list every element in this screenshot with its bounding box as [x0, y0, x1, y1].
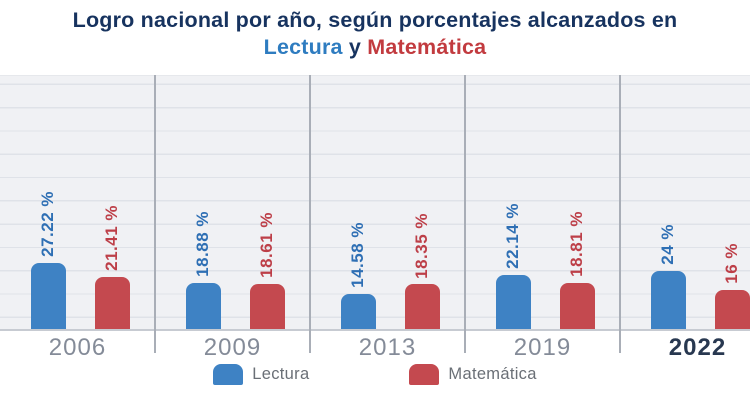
bar-matematica-2022: 16 % [714, 243, 750, 329]
year-group-2019: 22.14 % 18.81 % [465, 76, 620, 329]
x-axis-label-2013: 2013 [358, 334, 417, 361]
bar-value-label: 18.61 % [257, 211, 276, 278]
category-separator [309, 75, 311, 353]
bar-lectura-2019: 22.14 % [495, 203, 531, 329]
legend-label: Lectura [252, 365, 310, 383]
bar-lectura-2022: 24 % [650, 224, 686, 329]
bar-matematica-2013: 18.35 % [404, 213, 440, 329]
category-separator [154, 75, 156, 353]
year-group-2006: 27.22 % 21.41 % [0, 76, 155, 329]
year-group-2022: 24 % 16 % [620, 76, 750, 329]
bar-chart: 27.22 % 21.41 % 18.88 % 18.61 % 14.58 % 18.35… [0, 75, 750, 362]
bar-value-label: 24 % [658, 223, 677, 265]
title-line1: Logro nacional por año, según porcentaje… [72, 8, 678, 32]
bar-value-label: 18.81 % [567, 211, 586, 278]
chart-title: Logro nacional por año, según porcentaje… [0, 0, 750, 61]
x-axis-label-2009: 2009 [203, 334, 262, 361]
bar-value-label: 27.22 % [38, 191, 57, 257]
bar-matematica-2009: 18.61 % [249, 212, 285, 329]
legend-swatch [409, 364, 440, 385]
x-axis-label-2022: 2022 [668, 334, 727, 361]
bar-lectura-2006: 27.22 % [30, 191, 66, 329]
bar-value-label: 18.35 % [412, 212, 431, 279]
bar-value-label: 18.88 % [193, 211, 212, 278]
bar-value-label: 14.58 % [348, 221, 367, 288]
x-axis-label-2006: 2006 [48, 334, 107, 361]
year-group-2013: 14.58 % 18.35 % [310, 76, 465, 329]
legend-label: Matemática [448, 365, 537, 383]
title-word-matematica: Matemática [367, 35, 487, 59]
legend-item-lectura: Lectura [213, 364, 309, 385]
bar-lectura-2013: 14.58 % [340, 222, 376, 329]
x-axis-label-2019: 2019 [513, 334, 572, 361]
bar-value-label: 22.14 % [503, 203, 522, 270]
legend: Lectura Matemática [0, 364, 750, 385]
title-word-lectura: Lectura [263, 35, 343, 59]
bar-matematica-2006: 21.41 % [94, 205, 130, 329]
category-separator [464, 75, 466, 353]
title-conjunction: y [342, 35, 368, 59]
legend-swatch [213, 364, 244, 385]
bar-lectura-2009: 18.88 % [185, 211, 221, 329]
bar-value-label: 21.41 % [102, 205, 121, 271]
bar-value-label: 16 % [722, 243, 741, 285]
year-group-2009: 18.88 % 18.61 % [155, 76, 310, 329]
category-separator [619, 75, 621, 353]
bar-matematica-2019: 18.81 % [559, 211, 595, 329]
legend-item-matematica: Matemática [409, 364, 536, 385]
plot-area: 27.22 % 21.41 % 18.88 % 18.61 % 14.58 % 18.35… [0, 75, 750, 331]
